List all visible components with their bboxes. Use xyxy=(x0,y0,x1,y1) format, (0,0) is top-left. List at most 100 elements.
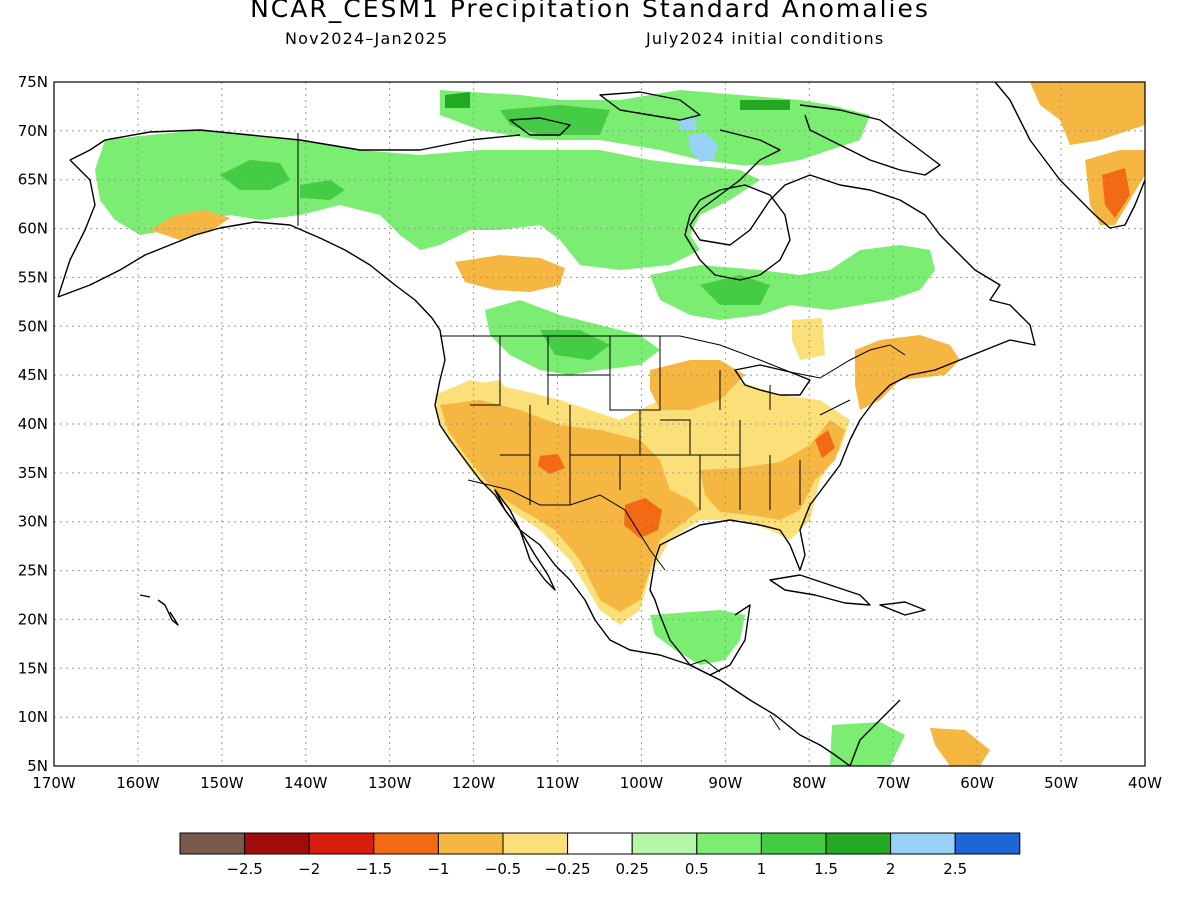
us-mexico-border xyxy=(467,479,666,571)
lon-tick-label: 110W xyxy=(536,774,580,792)
lon-tick-label: 100W xyxy=(620,774,664,792)
lon-tick-label: 170W xyxy=(32,774,76,792)
colorbar-label: −0.25 xyxy=(545,860,591,878)
lon-tick-label: 50W xyxy=(1044,774,1078,792)
colorbar-label: 0.5 xyxy=(685,860,709,878)
wet-anomaly-strong-2 xyxy=(300,180,345,200)
colorbar-swatch xyxy=(567,832,633,855)
coastline-hispaniola xyxy=(879,601,926,616)
coastline-cuba xyxy=(769,574,871,606)
colorbar-label: 0.25 xyxy=(615,860,648,878)
coastline-hawaii xyxy=(139,594,179,626)
colorbar-label: 2.5 xyxy=(943,860,967,878)
colorbar-swatch xyxy=(696,832,762,855)
dry-anomaly-greenland-southeast xyxy=(1030,82,1145,145)
colorbar-swatch xyxy=(502,832,569,855)
colorbar-swatch xyxy=(373,832,439,855)
lat-tick-label: 70N xyxy=(18,122,48,140)
wet-anomaly-very-strong xyxy=(445,92,790,110)
dry-anomaly-labrador xyxy=(792,318,825,360)
colorbar-label: 2 xyxy=(886,860,896,878)
lat-tick-label: 50N xyxy=(18,317,48,335)
initial-conditions: July2024 initial conditions xyxy=(646,29,885,48)
dry-anomaly-midwest xyxy=(650,360,745,410)
wet-anomaly-central-america xyxy=(650,610,745,665)
central-america-borders xyxy=(689,659,781,731)
lon-tick-label: 60W xyxy=(960,774,994,792)
wet-anomaly-extreme xyxy=(678,118,718,162)
colorbar-swatch xyxy=(890,832,956,855)
anomaly-fields xyxy=(95,82,1145,766)
dry-anomaly-southeast xyxy=(700,420,845,520)
strong-dry-arizona xyxy=(538,454,565,474)
lon-tick-label: 140W xyxy=(284,774,328,792)
lat-tick-label: 10N xyxy=(18,708,48,726)
colorbar-label: −2 xyxy=(298,860,320,878)
lat-tick-label: 15N xyxy=(18,659,48,677)
colorbar-swatch xyxy=(308,832,375,855)
map-title: NCAR_CESM1 Precipitation Standard Anomal… xyxy=(250,0,930,23)
lat-tick-label: 20N xyxy=(18,610,48,628)
colorbar-label: 1.5 xyxy=(814,860,838,878)
strong-dry-virginia xyxy=(815,430,835,458)
colorbar-label: −1 xyxy=(427,860,449,878)
coastline-greenland xyxy=(994,82,1145,229)
colorbar-label: −1.5 xyxy=(356,860,392,878)
coastline-islands xyxy=(509,91,701,136)
colorbar-label: 1 xyxy=(757,860,767,878)
wet-anomaly-north xyxy=(95,130,760,270)
wet-anomaly-south-america xyxy=(830,722,905,766)
wet-anomaly-strong-4 xyxy=(500,105,610,135)
coastline-baffin xyxy=(799,104,941,176)
lat-tick-label: 75N xyxy=(18,73,48,91)
lat-tick-label: 5N xyxy=(27,757,48,775)
map-frame xyxy=(53,81,1146,767)
colorbar-swatch xyxy=(437,832,504,855)
dry-anomaly-central-canada xyxy=(455,255,565,292)
coastlines xyxy=(57,82,1145,766)
strong-dry-texas xyxy=(624,498,662,538)
lat-tick-label: 65N xyxy=(18,171,48,189)
colorbar-swatch xyxy=(244,832,310,855)
lon-tick-label: 90W xyxy=(708,774,742,792)
us-canada-border xyxy=(440,335,906,379)
lon-tick-label: 80W xyxy=(792,774,826,792)
dry-anomaly-southwest-alaska xyxy=(150,210,230,240)
colorbar-swatch xyxy=(825,832,892,855)
wet-anomaly-strong-3 xyxy=(700,275,770,305)
lon-tick-label: 70W xyxy=(876,774,910,792)
lon-tick-label: 160W xyxy=(116,774,160,792)
colorbar-swatch xyxy=(631,832,698,855)
lat-tick-label: 30N xyxy=(18,513,48,531)
coastline-great-lakes xyxy=(734,364,811,396)
lat-tick-label: 25N xyxy=(18,562,48,580)
lon-tick-label: 120W xyxy=(452,774,496,792)
dry-anomaly-venezuela xyxy=(930,728,990,766)
dry-anomaly-northeast xyxy=(855,335,960,410)
colorbar-label: −0.5 xyxy=(485,860,521,878)
coastline-baja xyxy=(494,489,556,591)
coastline-gulf xyxy=(649,129,1036,766)
coastline-alaska-west xyxy=(57,139,106,298)
lon-tick-label: 150W xyxy=(200,774,244,792)
colorbar-swatch xyxy=(760,832,827,855)
lat-tick-label: 60N xyxy=(18,220,48,238)
dry-anomaly-mexico xyxy=(440,400,700,612)
strong-dry-greenland xyxy=(1102,168,1130,218)
colorbar-label: −2.5 xyxy=(226,860,262,878)
lon-tick-label: 40W xyxy=(1128,774,1162,792)
wet-anomaly-east-canada xyxy=(650,245,935,320)
coastline-hudson-bay xyxy=(684,184,791,281)
graticule xyxy=(54,82,1145,766)
state-lines xyxy=(470,336,851,510)
coastline-arctic xyxy=(104,129,521,151)
lat-tick-label: 40N xyxy=(18,415,48,433)
colorbar: −2.5 −2 −1.5 −1 −0.5 −0.25 0.25 0.5 1 1.5 2 2.5 xyxy=(179,832,1021,878)
lon-tick-label: 130W xyxy=(368,774,412,792)
lat-tick-label: 35N xyxy=(18,464,48,482)
lat-tick-label: 55N xyxy=(18,268,48,286)
lat-tick-label: 45N xyxy=(18,366,48,384)
colorbar-swatch xyxy=(954,832,1021,855)
colorbar-swatch xyxy=(179,832,246,855)
